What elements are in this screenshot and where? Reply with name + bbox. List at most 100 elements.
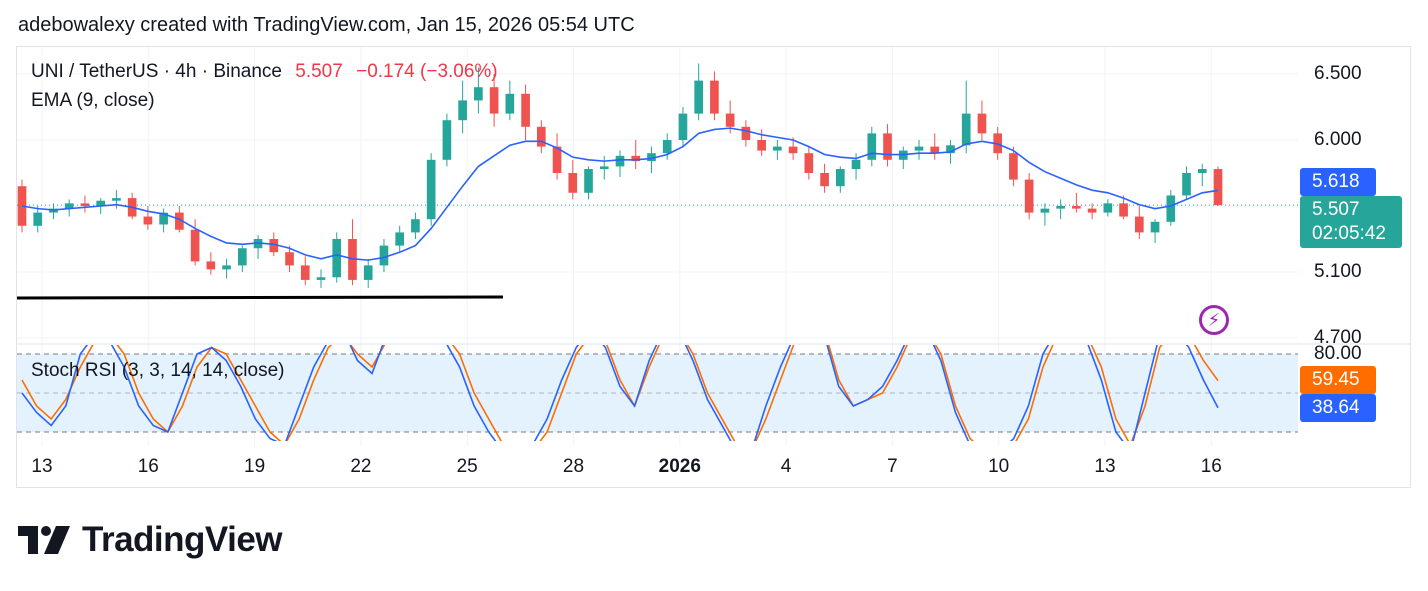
time-axis-tick: 16 — [1200, 456, 1222, 477]
price-axis-tick: 4.700 — [1314, 327, 1362, 343]
candle-body — [395, 232, 405, 246]
candle-body — [1166, 195, 1176, 222]
candle-body — [175, 212, 184, 230]
time-axis-tick: 7 — [887, 456, 898, 477]
ema-value-badge: 5.618 — [1300, 168, 1376, 196]
candle-body — [741, 126, 751, 140]
candle-body — [222, 265, 231, 270]
stoch-d-line — [21, 345, 1219, 441]
candle-body — [599, 166, 609, 170]
candle-body — [820, 173, 829, 187]
candle-body — [1182, 173, 1191, 196]
candle-body — [883, 133, 892, 160]
candle-body — [725, 113, 735, 127]
candle-body — [773, 146, 782, 151]
tradingview-logo[interactable]: TradingView — [18, 518, 283, 562]
price-axis-tick: 5.100 — [1314, 261, 1362, 282]
tradingview-logo-icon — [18, 526, 70, 554]
time-axis-tick: 22 — [350, 456, 372, 477]
candle-body — [1087, 208, 1097, 213]
candle-body — [489, 87, 499, 114]
stoch-k-line — [21, 345, 1219, 441]
candle-body — [411, 219, 420, 233]
candle-body — [1150, 221, 1160, 233]
stoch-d-badge: 38.64 — [1300, 394, 1376, 422]
candle-body — [96, 200, 106, 206]
candle-body — [536, 126, 546, 147]
candle-body — [112, 198, 121, 201]
candle-body — [615, 155, 625, 167]
time-axis-tick: 2026 — [658, 456, 701, 477]
lightning-icon[interactable]: ⚡ — [1199, 305, 1229, 335]
candle-body — [64, 203, 74, 209]
candle-body — [1009, 153, 1018, 180]
candle-body — [300, 265, 310, 280]
candle-body — [285, 252, 294, 266]
candle-body — [914, 146, 924, 151]
candle-body — [505, 93, 515, 114]
time-axis-tick: 10 — [988, 456, 1010, 477]
symbol-legend[interactable]: UNI / TetherUS · 4h · Binance 5.507 −0.1… — [31, 61, 498, 83]
last-price-label: 5.507 — [295, 61, 343, 82]
candle-body — [1103, 203, 1113, 213]
candle-body — [474, 87, 483, 101]
candle-body — [678, 113, 688, 140]
time-axis-tick: 4 — [780, 456, 792, 477]
ema-legend[interactable]: EMA (9, close) — [31, 90, 155, 111]
candle-body — [33, 212, 43, 226]
candle-body — [426, 159, 436, 220]
candle-body — [442, 120, 452, 160]
candle-body — [1213, 169, 1223, 206]
candle-body — [1040, 208, 1050, 213]
price-axis-tick: 6.500 — [1314, 63, 1362, 84]
price-axis-tick: 6.000 — [1314, 129, 1362, 150]
chart-frame — [16, 46, 1411, 488]
candle-body — [379, 245, 389, 266]
candle-body — [1134, 216, 1144, 233]
last-price-badge: 5.507 02:05:42 — [1300, 196, 1402, 248]
candle-body — [269, 239, 279, 253]
candle-body — [977, 113, 987, 134]
candle-body — [458, 100, 467, 121]
last-price-value: 5.507 — [1312, 199, 1360, 220]
stoch-k-badge: 59.45 — [1300, 366, 1376, 394]
candle-body — [206, 261, 216, 270]
candle-body — [80, 203, 90, 206]
candle-body — [757, 140, 766, 151]
candle-body — [662, 140, 672, 154]
candle-body — [710, 80, 719, 114]
candle-body — [552, 146, 562, 173]
candle-body — [1056, 206, 1065, 209]
candle-body — [867, 133, 877, 160]
candle-body — [190, 229, 200, 262]
candle-body — [647, 153, 656, 162]
candle-body — [143, 216, 153, 225]
candle-body — [1024, 179, 1034, 213]
price-change-label: −0.174 (−3.06%) — [356, 61, 498, 82]
tradingview-logo-text: TradingView — [82, 520, 283, 559]
symbol-label: UNI / TetherUS · 4h · Binance — [31, 61, 282, 82]
stoch-rsi-legend[interactable]: Stoch RSI (3, 3, 14, 14, close) — [31, 360, 285, 381]
bar-countdown: 02:05:42 — [1312, 223, 1386, 244]
candle-body — [788, 146, 798, 154]
candle-body — [568, 173, 578, 193]
candle-body — [159, 212, 168, 225]
candle-body — [521, 93, 530, 127]
candle-body — [363, 265, 373, 280]
candle-body — [316, 277, 326, 280]
candle-body — [851, 159, 861, 170]
time-axis-tick: 16 — [137, 456, 159, 477]
candle-body — [946, 145, 955, 154]
time-axis-tick: 19 — [244, 456, 266, 477]
chart-attribution: adebowalexy created with TradingView.com… — [18, 14, 635, 36]
candle-body — [961, 113, 971, 146]
candle-body — [835, 169, 845, 187]
candle-body — [1197, 169, 1207, 173]
time-axis-tick: 13 — [1094, 456, 1116, 477]
candle-body — [332, 239, 342, 278]
support-trendline — [16, 295, 504, 300]
candle-body — [1072, 206, 1081, 209]
candle-body — [930, 146, 940, 154]
time-axis-tick: 28 — [562, 456, 585, 477]
